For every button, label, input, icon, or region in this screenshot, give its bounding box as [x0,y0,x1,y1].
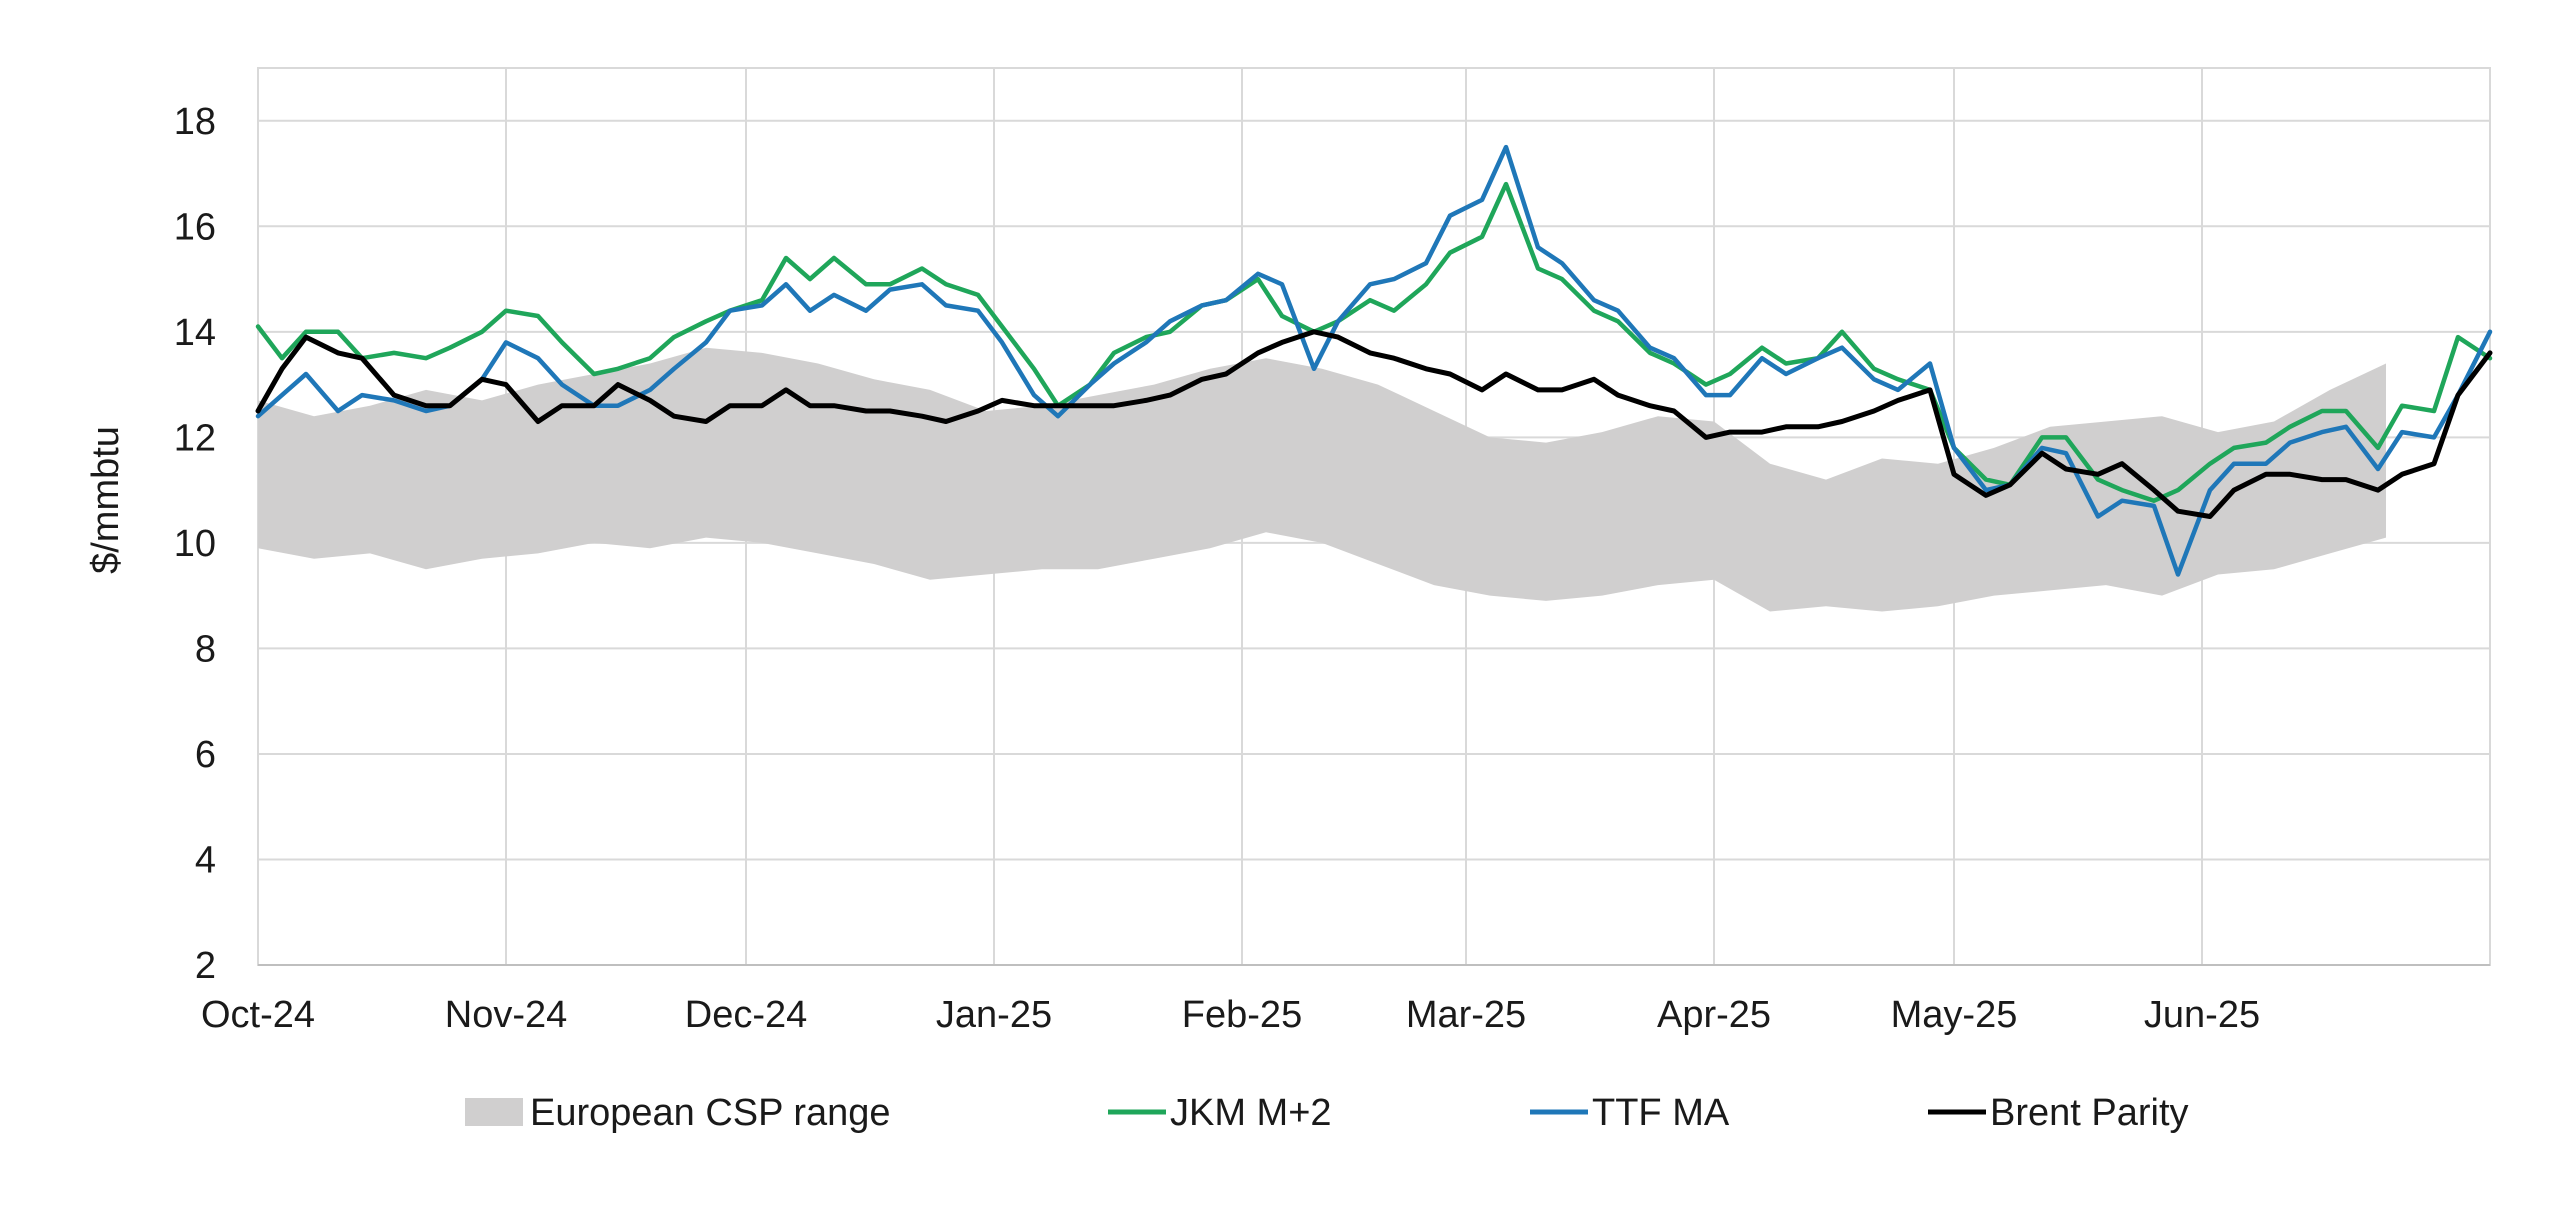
axes: 2 4 6 8 10 12 14 16 18 Oct-24 Nov-24 Dec-24 Jan-25 Fe… [174,101,2490,1036]
legend: European CSP range JKM M+2 TTF MA Brent Par… [465,1092,2189,1134]
ttf-series-line [255,144,2493,577]
brent-series-line [255,329,2493,519]
legend-label-jkm: JKM M+2 [1170,1092,1332,1134]
jkm-series-line [255,181,2493,503]
x-tick-label: Feb-25 [1182,994,1302,1036]
y-tick-label: 2 [195,945,216,987]
legend-label-brent: Brent Parity [1990,1092,2189,1134]
x-tick-label: Mar-25 [1406,994,1526,1036]
series-layer [255,144,2493,577]
x-tick-label: Dec-24 [685,994,808,1036]
x-tick-label: Apr-25 [1657,994,1771,1036]
y-tick-label: 4 [195,839,216,881]
csp-range-band [258,347,2386,612]
y-tick-label: 10 [174,523,216,565]
x-tick-label: Jun-25 [2144,994,2260,1036]
y-tick-label: 18 [174,101,216,143]
x-tick-label: Oct-24 [201,994,315,1036]
x-tick-label: May-25 [1891,994,2018,1036]
y-axis-label: $/mmbtu [85,426,127,574]
y-tick-label: 6 [195,734,216,776]
y-tick-label: 8 [195,628,216,670]
legend-label-csp-range: European CSP range [530,1092,891,1134]
y-tick-label: 12 [174,417,216,459]
legend-swatch-csp-range [465,1098,523,1126]
y-tick-label: 16 [174,206,216,248]
legend-label-ttf: TTF MA [1592,1092,1730,1134]
band-layer [258,347,2386,612]
x-tick-label: Jan-25 [936,994,1052,1036]
x-tick-label: Nov-24 [445,994,568,1036]
y-tick-label: 14 [174,312,216,354]
